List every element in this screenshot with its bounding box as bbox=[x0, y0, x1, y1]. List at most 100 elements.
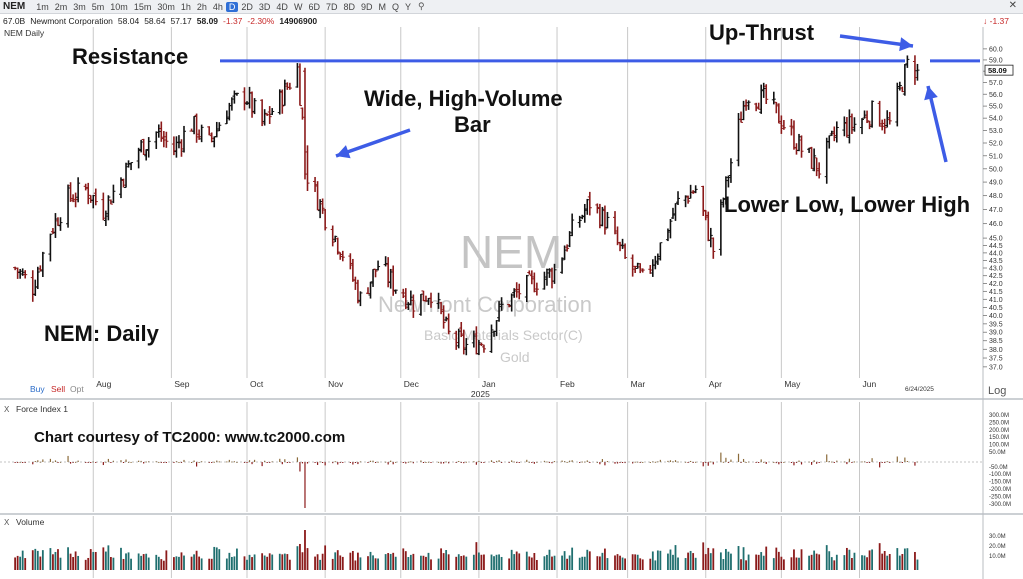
force-bar bbox=[42, 459, 44, 462]
force-bar bbox=[790, 462, 793, 463]
volume-bar bbox=[634, 554, 637, 570]
timeframe-q[interactable]: Q bbox=[392, 1, 400, 12]
volume-bar bbox=[173, 557, 175, 570]
force-bar bbox=[798, 460, 800, 462]
force-bar bbox=[581, 461, 583, 463]
sell-button[interactable]: Sell bbox=[51, 384, 65, 394]
volume-bar bbox=[553, 555, 556, 570]
symbol-label[interactable]: NEM bbox=[3, 1, 26, 12]
volume-bar bbox=[692, 553, 695, 570]
force-bar bbox=[634, 461, 636, 463]
close-icon[interactable]: ✕ bbox=[1008, 0, 1017, 11]
volume-bar bbox=[69, 553, 72, 570]
force-bar bbox=[178, 461, 180, 463]
volume-bar bbox=[583, 556, 586, 570]
lower-high-arrow-head bbox=[924, 86, 938, 101]
volume-bar bbox=[727, 551, 730, 570]
volume-bar bbox=[495, 554, 498, 570]
volume-bar bbox=[737, 546, 740, 570]
timeframe-w[interactable]: W bbox=[293, 1, 303, 12]
volume-bar bbox=[407, 557, 410, 570]
force-bar bbox=[269, 462, 271, 463]
timeframe-1h[interactable]: 1h bbox=[180, 1, 191, 12]
force-bar bbox=[687, 462, 689, 463]
opt-button[interactable]: Opt bbox=[70, 384, 84, 394]
force-bar bbox=[690, 460, 692, 462]
volume-bar bbox=[669, 549, 672, 570]
volume-bar bbox=[271, 554, 274, 570]
timeframe-15m[interactable]: 15m bbox=[133, 1, 152, 12]
force-bar bbox=[342, 462, 344, 463]
year-label: 2025 bbox=[471, 389, 490, 399]
timeframe-1m[interactable]: 1m bbox=[36, 1, 49, 12]
timeframe-3d[interactable]: 3D bbox=[258, 1, 271, 12]
search-icon[interactable]: ⚲ bbox=[418, 1, 425, 11]
timeframe-8d[interactable]: 8D bbox=[343, 1, 355, 12]
price-tick-label: 44.0 bbox=[989, 250, 1003, 257]
volume-bar bbox=[193, 554, 195, 570]
volume-bar bbox=[498, 554, 500, 570]
timeframe-7d[interactable]: 7D bbox=[325, 1, 338, 12]
volume-bar bbox=[765, 546, 768, 570]
volume-bar bbox=[155, 554, 158, 570]
force-bar bbox=[579, 462, 581, 463]
volume-bar bbox=[704, 554, 707, 570]
volume-bar bbox=[120, 547, 122, 570]
volume-bar bbox=[571, 547, 574, 570]
price-tick-label: 41.0 bbox=[989, 297, 1003, 304]
force-bar bbox=[518, 462, 520, 463]
force-bar bbox=[720, 452, 722, 462]
timeframe-2h[interactable]: 2h bbox=[196, 1, 207, 12]
force-bar bbox=[667, 460, 669, 462]
timeframe-30m[interactable]: 30m bbox=[157, 1, 175, 12]
timeframe-4h[interactable]: 4h bbox=[212, 1, 223, 12]
price-tick-label: 41.5 bbox=[989, 289, 1003, 296]
volume-bar bbox=[304, 530, 306, 570]
buy-button[interactable]: Buy bbox=[30, 384, 45, 394]
volume-bar bbox=[334, 552, 337, 570]
force-bar bbox=[122, 462, 125, 463]
force-bar bbox=[339, 462, 341, 463]
force-bar bbox=[324, 462, 326, 466]
force-bar bbox=[914, 462, 916, 466]
volume-bar bbox=[500, 556, 503, 570]
timeframe-2d[interactable]: 2D bbox=[241, 1, 253, 12]
volume-bar bbox=[810, 554, 813, 570]
volume-bar bbox=[619, 555, 621, 570]
force-bar bbox=[712, 462, 714, 465]
timeframe-10m[interactable]: 10m bbox=[110, 1, 128, 12]
panel-label: NEM Daily bbox=[4, 28, 45, 38]
force-bar bbox=[758, 462, 760, 463]
month-label-may: May bbox=[784, 379, 801, 389]
volume-bar bbox=[866, 557, 868, 570]
timeframe-9d[interactable]: 9D bbox=[360, 1, 373, 12]
force-bar bbox=[551, 462, 553, 464]
force-bar bbox=[163, 462, 165, 463]
volume-bar bbox=[74, 551, 77, 570]
force-bar bbox=[659, 459, 661, 462]
force-bar bbox=[906, 460, 908, 462]
timeframe-6d[interactable]: 6D bbox=[308, 1, 320, 12]
watermark-symbol: NEM bbox=[460, 226, 562, 278]
force-bar bbox=[390, 460, 392, 462]
volume-bar bbox=[299, 543, 301, 570]
force-bar bbox=[511, 460, 513, 462]
timeframe-3m[interactable]: 3m bbox=[73, 1, 86, 12]
timeframe-4d[interactable]: 4D bbox=[276, 1, 288, 12]
timeframe-d[interactable]: D bbox=[225, 1, 239, 12]
force-bar bbox=[412, 462, 414, 464]
timeframe-m[interactable]: M bbox=[378, 1, 387, 12]
force-axis-label: -150.0M bbox=[989, 480, 1011, 486]
volume-bar bbox=[228, 552, 231, 570]
volume-bar bbox=[31, 550, 34, 570]
volume-bar bbox=[659, 550, 662, 570]
force-bar bbox=[795, 462, 798, 463]
force-axis-label: 100.0M bbox=[989, 443, 1009, 449]
timeframe-y[interactable]: Y bbox=[405, 1, 412, 12]
volume-bar bbox=[359, 557, 362, 570]
force-bar bbox=[904, 457, 906, 462]
timeframe-5m[interactable]: 5m bbox=[91, 1, 105, 12]
timeframe-2m[interactable]: 2m bbox=[54, 1, 68, 12]
force-bar bbox=[437, 461, 440, 463]
